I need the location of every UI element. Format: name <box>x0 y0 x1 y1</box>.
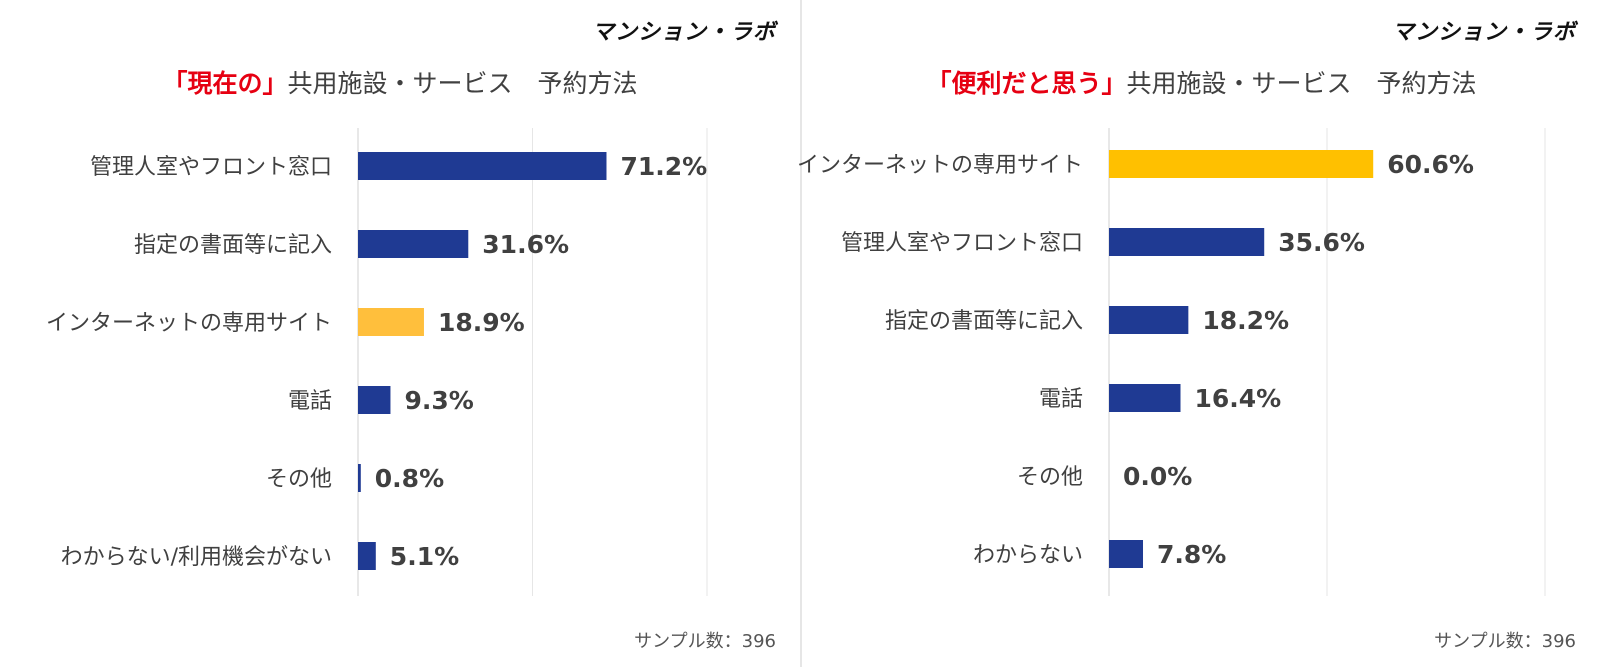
data-label: 16.4% <box>1195 384 1282 413</box>
data-label: 0.8% <box>375 464 444 493</box>
category-label: その他 <box>266 467 332 492</box>
bar <box>1109 150 1374 178</box>
bar <box>1109 228 1265 256</box>
data-label: 18.2% <box>1202 306 1289 335</box>
chart-title-rest: 共用施設・サービス 予約方法 <box>287 69 638 98</box>
category-label: 電話 <box>1039 387 1083 412</box>
category-label: その他 <box>1017 465 1083 490</box>
bar <box>1109 540 1144 568</box>
category-label: 指定の書面等に記入 <box>885 309 1083 334</box>
panel-divider <box>800 0 802 667</box>
brand-logo: マンション・ラボ <box>1391 20 1576 45</box>
bar <box>358 152 607 180</box>
bar <box>358 542 376 570</box>
category-label: 管理人室やフロント窓口 <box>90 155 332 180</box>
chart-panel-current: マンション・ラボ 「現在の」共用施設・サービス 予約方法 管理人室やフロント窓口… <box>0 20 800 652</box>
data-label: 5.1% <box>390 542 459 571</box>
data-label: 0.0% <box>1123 462 1192 491</box>
bar <box>1109 306 1189 334</box>
sample-size: サンプル数：396 <box>634 631 776 652</box>
data-label: 9.3% <box>404 386 473 415</box>
bar-chart-current: 管理人室やフロント窓口 71.2% 指定の書面等に記入 31.6% インターネットの専用… <box>46 128 708 596</box>
category-label: 管理人室やフロント窓口 <box>841 231 1083 256</box>
category-label: 指定の書面等に記入 <box>134 233 332 258</box>
chart-title-highlight: 「現在の」 <box>162 69 288 98</box>
bar <box>358 386 391 414</box>
brand-logo: マンション・ラボ <box>591 20 776 45</box>
bar-chart-convenient: インターネットの専用サイト 60.6% 管理人室やフロント窓口 35.6% 指定の書面等… <box>797 128 1546 596</box>
category-label: 電話 <box>288 389 332 414</box>
bar <box>358 230 469 258</box>
data-label: 31.6% <box>482 230 569 259</box>
data-label: 71.2% <box>620 152 707 181</box>
category-label: わからない/利用機会がない <box>61 545 332 570</box>
chart-title: 「現在の」共用施設・サービス 予約方法 <box>0 64 800 100</box>
bar <box>358 308 424 336</box>
chart-panel-convenient: マンション・ラボ 「便利だと思う」共用施設・サービス 予約方法 インターネットの… <box>797 0 1600 667</box>
sample-size: サンプル数：396 <box>1434 631 1576 652</box>
data-label: 7.8% <box>1157 540 1226 569</box>
data-label: 60.6% <box>1387 150 1474 179</box>
data-label: 35.6% <box>1278 228 1365 257</box>
chart-title-rest: 共用施設・サービス 予約方法 <box>1126 69 1477 98</box>
category-label: インターネットの専用サイト <box>797 153 1083 178</box>
data-label: 18.9% <box>438 308 525 337</box>
chart-title: 「便利だと思う」共用施設・サービス 予約方法 <box>803 64 1600 100</box>
bar <box>358 464 361 492</box>
category-label: インターネットの専用サイト <box>46 311 332 336</box>
bar <box>1109 384 1181 412</box>
category-label: わからない <box>973 543 1083 568</box>
chart-title-highlight: 「便利だと思う」 <box>926 69 1127 98</box>
